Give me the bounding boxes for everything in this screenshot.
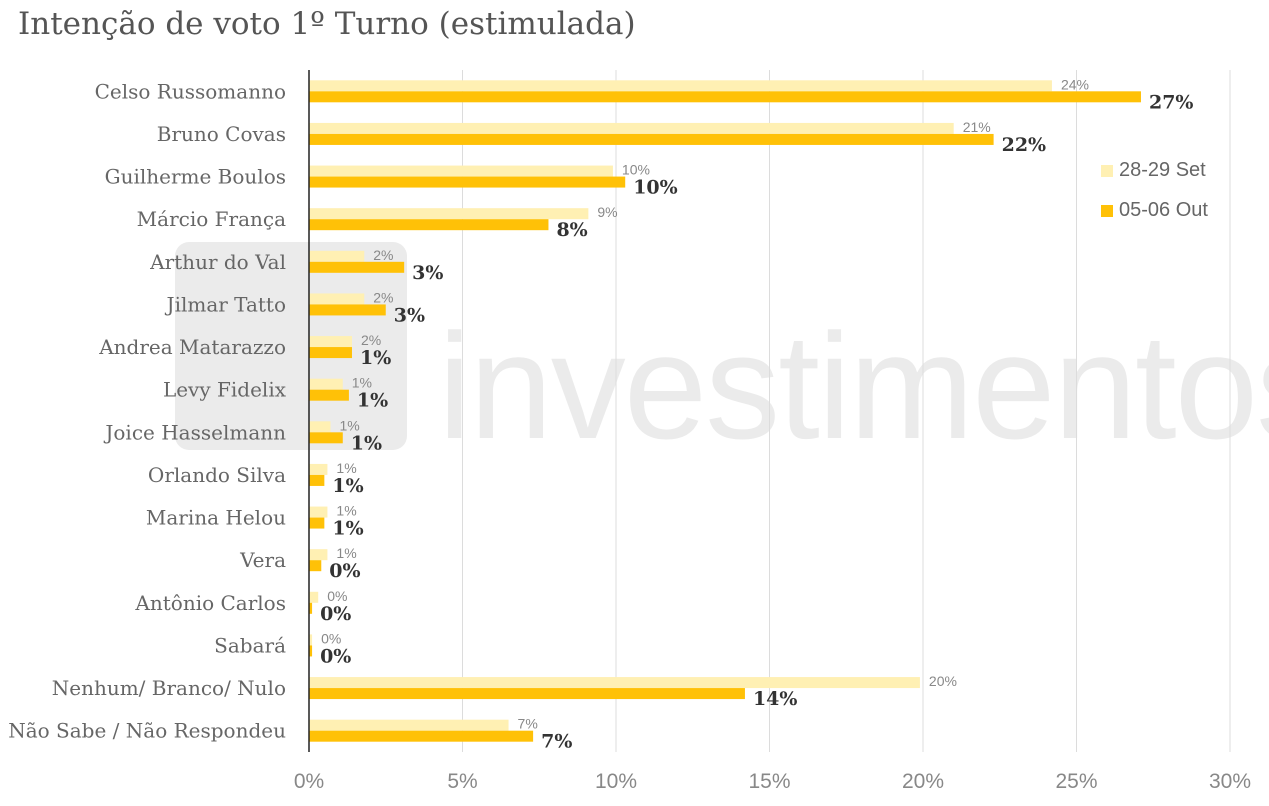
data-label-28-29-set: 1% [336,460,356,476]
x-tick-label: 0% [294,770,324,793]
category-label: Bruno Covas [157,122,286,146]
bar-28-29-set [309,677,920,689]
data-label-28-29-set: 24% [1061,76,1089,92]
data-label-05-06-out: 1% [351,432,382,454]
bar-28-29-set [309,378,343,390]
data-label-28-29-set: 2% [373,289,393,305]
category-label: Guilherme Boulos [105,165,286,189]
x-tick-label: 20% [902,770,944,793]
bar-05-06-out [309,261,405,273]
category-label: Márcio França [137,207,286,231]
data-label-28-29-set: 9% [597,204,617,220]
legend-swatch [1101,205,1113,217]
category-label: Nenhum/ Branco/ Nulo [52,676,286,700]
category-label: Orlando Silva [148,463,286,487]
data-label-05-06-out: 0% [320,645,351,667]
data-label-28-29-set: 1% [336,545,356,561]
bar-28-29-set [309,250,365,262]
category-label: Marina Helou [146,506,286,530]
data-label-05-06-out: 0% [329,560,360,582]
bar-05-06-out [309,517,325,529]
data-label-28-29-set: 0% [321,630,341,646]
data-label-28-29-set: 10% [622,162,650,178]
data-label-05-06-out: 1% [332,518,363,540]
data-label-05-06-out: 27% [1149,91,1194,113]
category-label: Não Sabe / Não Respondeu [8,719,286,743]
bar-05-06-out [309,560,322,572]
bar-28-29-set [309,80,1052,92]
bar-05-06-out [309,602,313,614]
category-label: Arthur do Val [149,250,286,274]
data-label-05-06-out: 3% [394,304,425,326]
data-label-05-06-out: 22% [1002,134,1047,156]
data-label-28-29-set: 1% [339,417,359,433]
data-label-28-29-set: 2% [361,332,381,348]
x-tick-label: 5% [447,770,477,793]
bar-05-06-out [309,389,349,401]
watermark-logo [175,242,407,450]
bar-05-06-out [309,730,534,742]
bar-28-29-set [309,463,328,475]
x-tick-label: 15% [748,770,790,793]
data-label-28-29-set: 1% [352,375,372,391]
bar-28-29-set [309,549,328,561]
data-label-28-29-set: 1% [336,503,356,519]
data-label-05-06-out: 0% [320,603,351,625]
data-label-28-29-set: 2% [373,247,393,263]
data-label-28-29-set: 20% [929,673,957,689]
bar-05-06-out [309,133,994,145]
legend-label: 28-29 Set [1119,159,1206,181]
data-label-05-06-out: 3% [412,262,443,284]
bar-05-06-out [309,219,549,231]
data-label-05-06-out: 7% [541,731,572,753]
category-label: Antônio Carlos [134,591,286,615]
bar-05-06-out [309,432,343,444]
bar-05-06-out [309,176,626,188]
bar-05-06-out [309,91,1141,103]
data-label-05-06-out: 14% [753,688,798,710]
bar-05-06-out [309,474,325,486]
bar-28-29-set [309,336,352,348]
legend-swatch [1101,165,1113,177]
category-label: Celso Russomanno [95,79,286,103]
bar-05-06-out [309,645,313,657]
bar-28-29-set [309,208,589,220]
x-tick-label: 10% [595,770,637,793]
bar-05-06-out [309,347,352,359]
data-label-28-29-set: 7% [518,716,538,732]
bar-28-29-set [309,719,509,731]
data-label-05-06-out: 1% [360,347,391,369]
bar-28-29-set [309,421,331,433]
data-label-05-06-out: 1% [357,390,388,412]
data-label-28-29-set: 21% [963,119,991,135]
bar-28-29-set [309,506,328,518]
bar-28-29-set [309,634,313,646]
bar-28-29-set [309,591,319,603]
category-label: Jilmar Tatto [165,292,286,316]
data-label-05-06-out: 1% [332,475,363,497]
watermark-text: investimentos [438,302,1269,470]
bar-05-06-out [309,688,745,700]
bar-05-06-out [309,304,386,316]
category-label: Andrea Matarazzo [98,335,286,359]
category-label: Vera [239,548,286,572]
bar-28-29-set [309,293,365,305]
category-label: Sabará [214,633,286,657]
chart-title: Intenção de voto 1º Turno (estimulada) [18,6,636,42]
data-label-28-29-set: 0% [327,588,347,604]
category-label: Joice Hasselmann [103,420,286,444]
legend-label: 05-06 Out [1119,199,1208,221]
bar-28-29-set [309,122,954,134]
x-tick-label: 25% [1055,770,1097,793]
x-tick-label: 30% [1209,770,1251,793]
category-label: Levy Fidelix [163,378,287,402]
data-label-05-06-out: 8% [556,219,587,241]
bar-28-29-set [309,165,613,177]
data-label-05-06-out: 10% [633,177,678,199]
